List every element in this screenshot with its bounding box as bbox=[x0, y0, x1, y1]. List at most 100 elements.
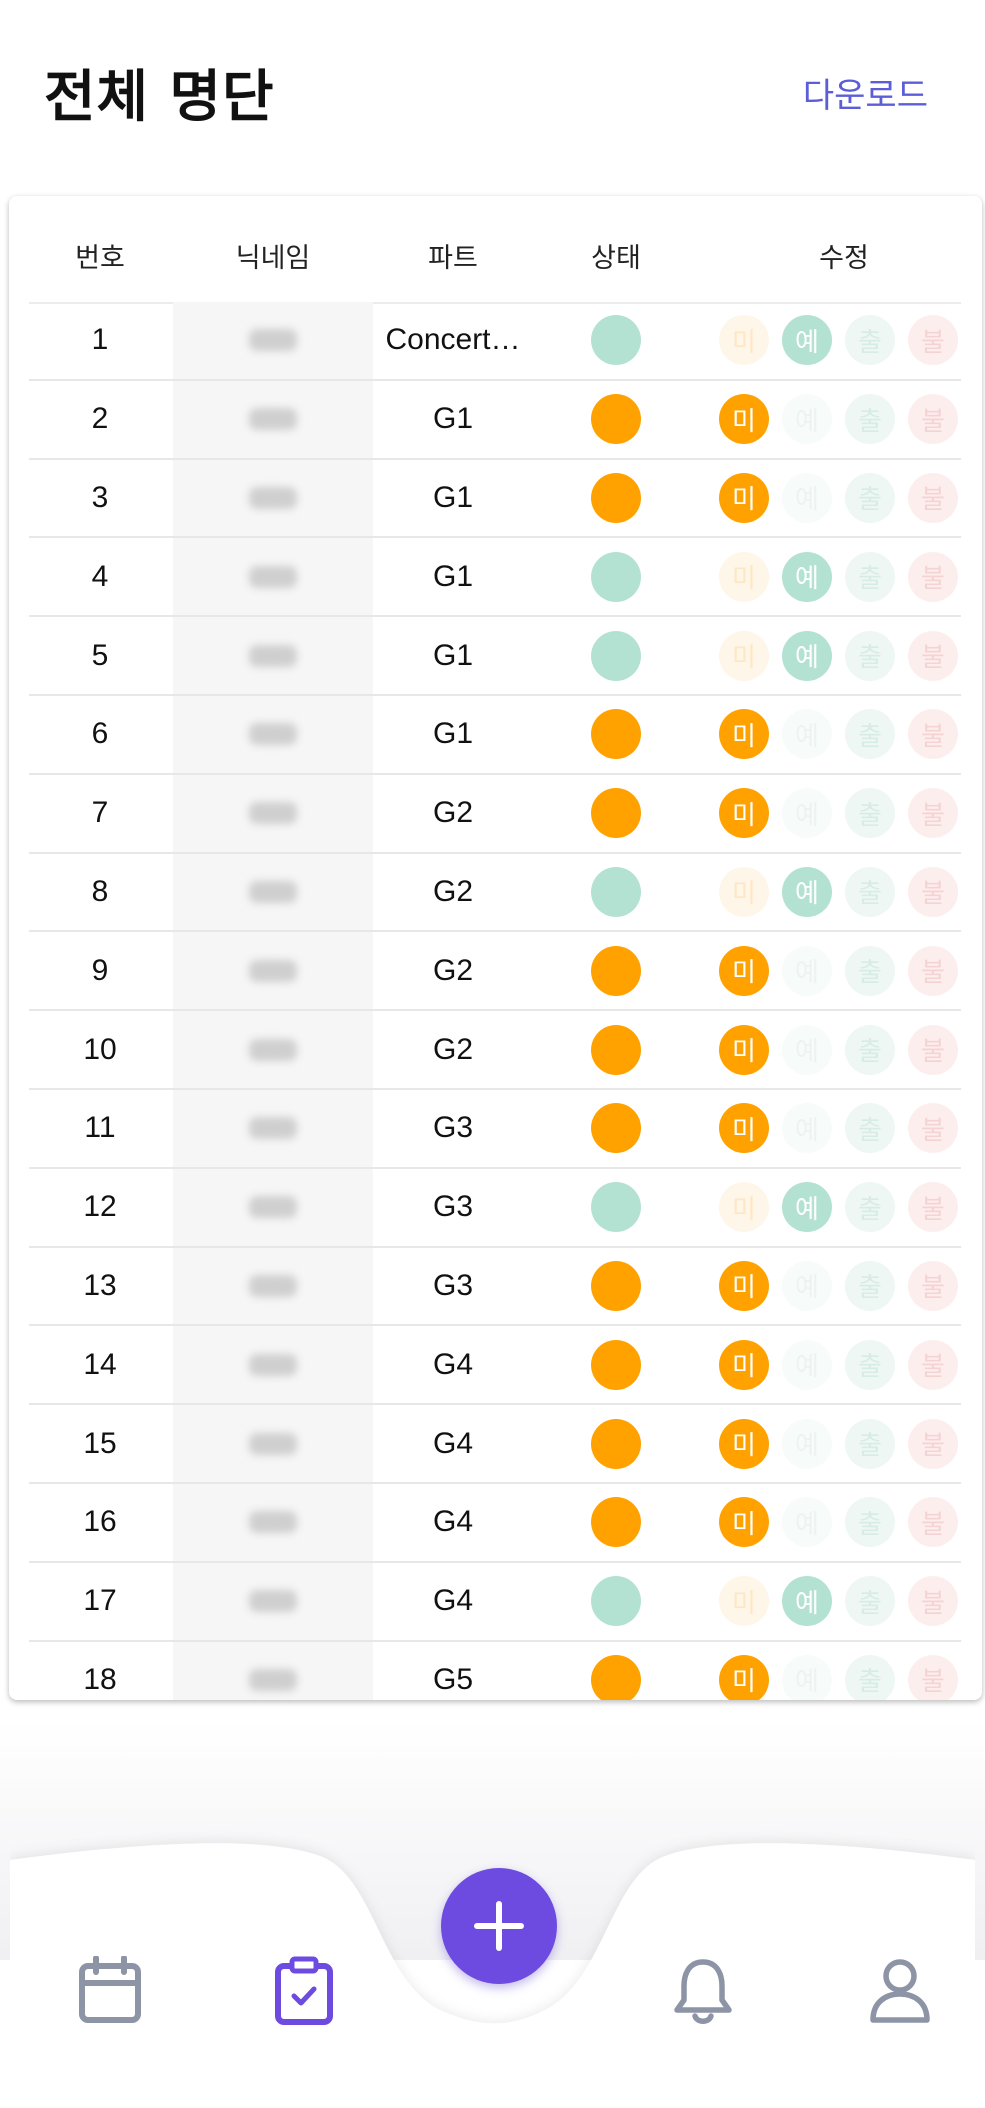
row-number: 8 bbox=[91, 874, 109, 908]
chip-chul[interactable]: 출 bbox=[845, 709, 895, 760]
roster-table: 번호 닉네임 파트 상태 수정 1 Concert… 미 예 출 불 2 G1 미 예 출 불 3 G1 미… bbox=[9, 196, 982, 1700]
chip-ye[interactable]: 예 bbox=[782, 1024, 832, 1075]
chip-bul[interactable]: 불 bbox=[908, 1418, 958, 1469]
chip-chul[interactable]: 출 bbox=[845, 1182, 895, 1233]
chip-bul[interactable]: 불 bbox=[908, 551, 958, 602]
row-nickname bbox=[173, 1483, 373, 1561]
row-number: 18 bbox=[83, 1662, 117, 1696]
chip-bul[interactable]: 불 bbox=[908, 788, 958, 839]
chip-ye[interactable]: 예 bbox=[782, 630, 832, 681]
chip-mi[interactable]: 미 bbox=[719, 630, 769, 681]
chip-ye[interactable]: 예 bbox=[782, 866, 832, 917]
chip-chul[interactable]: 출 bbox=[845, 472, 895, 523]
chip-ye[interactable]: 예 bbox=[782, 1418, 832, 1469]
chip-chul[interactable]: 출 bbox=[845, 551, 895, 602]
chip-mi[interactable]: 미 bbox=[719, 394, 769, 445]
chip-chul[interactable]: 출 bbox=[845, 1418, 895, 1469]
chip-ye[interactable]: 예 bbox=[782, 1260, 832, 1311]
add-button[interactable] bbox=[441, 1868, 557, 1984]
chip-bul[interactable]: 불 bbox=[908, 472, 958, 523]
table-row: 13 G3 미 예 출 불 bbox=[29, 1247, 961, 1327]
chip-chul[interactable]: 출 bbox=[845, 1497, 895, 1548]
nav-calendar[interactable] bbox=[78, 1955, 142, 2026]
chip-chul[interactable]: 출 bbox=[845, 788, 895, 839]
chip-mi[interactable]: 미 bbox=[719, 1497, 769, 1548]
chip-bul[interactable]: 불 bbox=[908, 630, 958, 681]
chip-bul[interactable]: 불 bbox=[908, 315, 958, 366]
chip-mi[interactable]: 미 bbox=[719, 472, 769, 523]
chip-mi[interactable]: 미 bbox=[719, 1654, 769, 1700]
chip-ye[interactable]: 예 bbox=[782, 945, 832, 996]
row-nickname bbox=[173, 774, 373, 852]
chip-ye[interactable]: 예 bbox=[782, 315, 832, 366]
chip-chul[interactable]: 출 bbox=[845, 1576, 895, 1627]
nav-profile[interactable] bbox=[868, 1956, 932, 2026]
chip-chul[interactable]: 출 bbox=[845, 315, 895, 366]
chip-chul[interactable]: 출 bbox=[845, 1654, 895, 1700]
chip-chul[interactable]: 출 bbox=[845, 866, 895, 917]
blurred-nickname bbox=[249, 1117, 297, 1140]
chip-mi[interactable]: 미 bbox=[719, 551, 769, 602]
chip-chul[interactable]: 출 bbox=[845, 945, 895, 996]
chip-chul[interactable]: 출 bbox=[845, 1103, 895, 1154]
row-nickname bbox=[173, 1405, 373, 1482]
chip-bul[interactable]: 불 bbox=[908, 1497, 958, 1548]
nav-notifications[interactable] bbox=[671, 1956, 735, 2026]
chip-bul[interactable]: 불 bbox=[908, 1260, 958, 1311]
chip-chul[interactable]: 출 bbox=[845, 1260, 895, 1311]
chip-chul[interactable]: 출 bbox=[845, 1339, 895, 1390]
nav-attendance[interactable] bbox=[272, 1956, 336, 2026]
column-header-nickname: 닉네임 bbox=[235, 243, 311, 274]
chip-mi[interactable]: 미 bbox=[719, 1418, 769, 1469]
chip-ye[interactable]: 예 bbox=[782, 1182, 832, 1233]
chip-ye[interactable]: 예 bbox=[782, 1103, 832, 1154]
status-dot bbox=[591, 1182, 641, 1233]
chip-bul[interactable]: 불 bbox=[908, 394, 958, 445]
chip-chul[interactable]: 출 bbox=[845, 394, 895, 445]
chip-bul[interactable]: 불 bbox=[908, 945, 958, 996]
row-status bbox=[581, 538, 651, 615]
blurred-nickname bbox=[249, 959, 297, 982]
chip-ye[interactable]: 예 bbox=[782, 709, 832, 760]
chip-bul[interactable]: 불 bbox=[908, 1024, 958, 1075]
chip-bul[interactable]: 불 bbox=[908, 1576, 958, 1627]
row-nickname bbox=[173, 302, 373, 379]
chip-ye[interactable]: 예 bbox=[782, 551, 832, 602]
chip-bul[interactable]: 불 bbox=[908, 1339, 958, 1390]
chip-mi[interactable]: 미 bbox=[719, 1260, 769, 1311]
chip-mi[interactable]: 미 bbox=[719, 1024, 769, 1075]
chip-mi[interactable]: 미 bbox=[719, 709, 769, 760]
chip-bul[interactable]: 불 bbox=[908, 1182, 958, 1233]
chip-bul[interactable]: 불 bbox=[908, 709, 958, 760]
row-number: 15 bbox=[83, 1426, 117, 1460]
chip-ye[interactable]: 예 bbox=[782, 394, 832, 445]
row-nickname bbox=[173, 1326, 373, 1404]
chip-mi[interactable]: 미 bbox=[719, 1103, 769, 1154]
chip-mi[interactable]: 미 bbox=[719, 788, 769, 839]
row-status bbox=[581, 1011, 651, 1088]
chip-mi[interactable]: 미 bbox=[719, 1576, 769, 1627]
chip-chul[interactable]: 출 bbox=[845, 1024, 895, 1075]
chip-ye[interactable]: 예 bbox=[782, 472, 832, 523]
chip-bul[interactable]: 불 bbox=[908, 1103, 958, 1154]
row-number: 6 bbox=[91, 717, 109, 751]
download-link[interactable]: 다운로드 bbox=[802, 76, 928, 116]
chip-ye[interactable]: 예 bbox=[782, 788, 832, 839]
chip-ye[interactable]: 예 bbox=[782, 1654, 832, 1700]
chip-mi[interactable]: 미 bbox=[719, 315, 769, 366]
chip-mi[interactable]: 미 bbox=[719, 945, 769, 996]
chip-mi[interactable]: 미 bbox=[719, 866, 769, 917]
status-dot bbox=[591, 1024, 641, 1075]
chip-ye[interactable]: 예 bbox=[782, 1497, 832, 1548]
row-status bbox=[581, 381, 651, 458]
chip-mi[interactable]: 미 bbox=[719, 1182, 769, 1233]
chip-ye[interactable]: 예 bbox=[782, 1339, 832, 1390]
chip-chul[interactable]: 출 bbox=[845, 630, 895, 681]
chip-mi[interactable]: 미 bbox=[719, 1339, 769, 1390]
chip-bul[interactable]: 불 bbox=[908, 866, 958, 917]
row-nickname bbox=[173, 932, 373, 1010]
chip-bul[interactable]: 불 bbox=[908, 1654, 958, 1700]
chip-ye[interactable]: 예 bbox=[782, 1576, 832, 1627]
